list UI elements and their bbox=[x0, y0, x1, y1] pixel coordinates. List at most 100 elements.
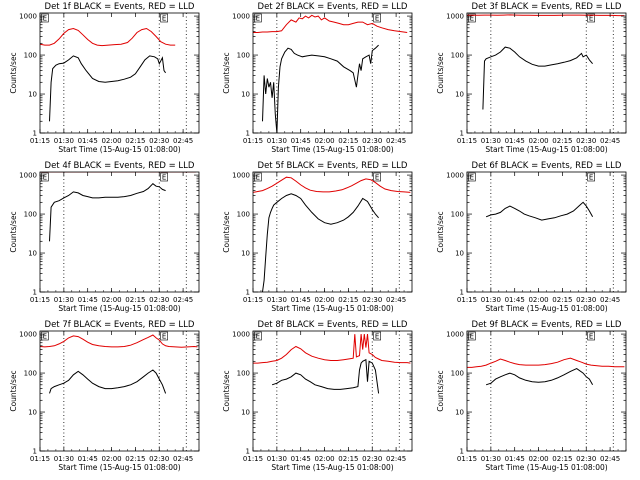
y-tick-label: 100 bbox=[24, 52, 37, 60]
x-tick-label: 02:00 bbox=[314, 455, 334, 463]
x-tick-label: 02:30 bbox=[362, 296, 382, 304]
x-tick-label: 02:45 bbox=[173, 137, 193, 145]
lld-series-line bbox=[40, 27, 176, 47]
events-series-line bbox=[485, 201, 594, 221]
event-marker-label: E bbox=[162, 15, 166, 23]
event-marker-label: E bbox=[43, 15, 47, 23]
x-tick-label: 02:15 bbox=[125, 137, 145, 145]
y-tick-label: 10 bbox=[241, 91, 250, 99]
x-tick-label: 01:15 bbox=[243, 455, 263, 463]
y-tick-label: 1 bbox=[460, 289, 464, 297]
y-tick-label: 1 bbox=[246, 289, 250, 297]
y-tick-label: 10 bbox=[455, 409, 464, 417]
x-tick-label: 02:00 bbox=[314, 296, 334, 304]
x-tick-label: 01:15 bbox=[30, 296, 50, 304]
event-marker-box bbox=[373, 172, 381, 182]
x-tick-label: 01:15 bbox=[30, 137, 50, 145]
x-tick-label: 01:45 bbox=[78, 296, 98, 304]
events-series-line bbox=[271, 358, 380, 394]
x-tick-label: 02:45 bbox=[600, 137, 620, 145]
x-tick-label: 02:00 bbox=[528, 296, 548, 304]
x-tick-label: 02:45 bbox=[386, 455, 406, 463]
detector-panel-8: Det 8f BLACK = Events, RED = LLD E E 1 10 100… bbox=[222, 320, 413, 472]
event-marker-label: E bbox=[375, 174, 379, 182]
x-tick-label: 02:15 bbox=[552, 137, 572, 145]
event-marker-label: E bbox=[256, 15, 260, 23]
x-tick-label: 01:30 bbox=[54, 455, 74, 463]
x-tick-label: 02:00 bbox=[101, 137, 121, 145]
event-marker-label: E bbox=[470, 333, 474, 341]
event-marker-label: E bbox=[43, 174, 47, 182]
y-tick-label: 1000 bbox=[19, 331, 37, 339]
panel-title: Det 6f BLACK = Events, RED = LLD bbox=[472, 161, 622, 171]
event-marker-box bbox=[373, 331, 381, 341]
y-axis-label: Counts/sec bbox=[9, 211, 18, 252]
x-tick-label: 01:30 bbox=[54, 296, 74, 304]
detector-panel-6: Det 6f BLACK = Events, RED = LLD E E 1 10 100… bbox=[436, 161, 627, 313]
y-tick-label: 10 bbox=[241, 250, 250, 258]
y-axis-label: Counts/sec bbox=[436, 370, 445, 411]
x-tick-label: 01:30 bbox=[54, 137, 74, 145]
x-tick-label: 01:15 bbox=[457, 455, 477, 463]
event-marker-box bbox=[373, 13, 381, 23]
y-tick-label: 100 bbox=[237, 211, 250, 219]
panel-title: Det 1f BLACK = Events, RED = LLD bbox=[45, 2, 195, 12]
x-axis-label: Start Time (15-Aug-15 01:08:00) bbox=[271, 145, 393, 154]
x-axis-label: Start Time (15-Aug-15 01:08:00) bbox=[485, 304, 607, 313]
panel-title: Det 9f BLACK = Events, RED = LLD bbox=[472, 320, 622, 330]
y-tick-label: 1000 bbox=[446, 172, 464, 180]
y-tick-label: 100 bbox=[451, 211, 464, 219]
lld-series-line bbox=[467, 357, 625, 368]
x-axis-label: Start Time (15-Aug-15 01:08:00) bbox=[271, 463, 393, 472]
y-tick-label: 1000 bbox=[446, 331, 464, 339]
x-tick-label: 01:45 bbox=[505, 137, 525, 145]
x-tick-label: 02:00 bbox=[528, 137, 548, 145]
panel-title: Det 3f BLACK = Events, RED = LLD bbox=[472, 2, 622, 12]
y-tick-label: 1 bbox=[460, 130, 464, 138]
panel-title: Det 7f BLACK = Events, RED = LLD bbox=[45, 320, 195, 330]
x-tick-label: 02:30 bbox=[149, 137, 169, 145]
x-tick-label: 01:45 bbox=[505, 455, 525, 463]
y-tick-label: 1000 bbox=[19, 13, 37, 21]
y-tick-label: 10 bbox=[28, 250, 37, 258]
detector-panel-7: Det 7f BLACK = Events, RED = LLD E E 1 10 100… bbox=[9, 320, 200, 472]
x-tick-label: 02:30 bbox=[149, 455, 169, 463]
y-axis-label: Counts/sec bbox=[222, 211, 231, 252]
events-series-line bbox=[482, 46, 593, 110]
event-marker-label: E bbox=[470, 174, 474, 182]
x-tick-label: 01:30 bbox=[481, 296, 501, 304]
detector-panel-2: Det 2f BLACK = Events, RED = LLD E E 1 10 100… bbox=[222, 2, 413, 154]
y-tick-label: 100 bbox=[237, 52, 250, 60]
y-tick-label: 10 bbox=[241, 409, 250, 417]
x-tick-label: 01:30 bbox=[267, 137, 287, 145]
x-tick-label: 02:15 bbox=[338, 296, 358, 304]
detector-panel-5: Det 5f BLACK = Events, RED = LLD E E 1 10 100… bbox=[222, 161, 413, 313]
y-tick-label: 100 bbox=[237, 370, 250, 378]
events-series-line bbox=[49, 369, 167, 394]
x-tick-label: 01:15 bbox=[457, 296, 477, 304]
x-tick-label: 01:15 bbox=[243, 137, 263, 145]
y-tick-label: 1000 bbox=[19, 172, 37, 180]
lld-series-line bbox=[253, 14, 408, 33]
x-tick-label: 02:30 bbox=[362, 137, 382, 145]
panel-title: Det 2f BLACK = Events, RED = LLD bbox=[258, 2, 408, 12]
x-tick-label: 02:15 bbox=[552, 296, 572, 304]
y-tick-label: 1 bbox=[460, 448, 464, 456]
x-tick-label: 01:15 bbox=[243, 296, 263, 304]
x-tick-label: 01:45 bbox=[291, 455, 311, 463]
x-tick-label: 02:45 bbox=[173, 296, 193, 304]
event-marker-label: E bbox=[589, 333, 593, 341]
x-tick-label: 02:15 bbox=[338, 137, 358, 145]
lld-series-line bbox=[40, 334, 198, 348]
x-axis-label: Start Time (15-Aug-15 01:08:00) bbox=[58, 463, 180, 472]
x-tick-label: 02:30 bbox=[576, 455, 596, 463]
event-marker-box bbox=[587, 331, 595, 341]
x-tick-label: 01:45 bbox=[291, 137, 311, 145]
x-tick-label: 01:15 bbox=[30, 455, 50, 463]
x-tick-label: 02:45 bbox=[173, 455, 193, 463]
event-marker-label: E bbox=[162, 174, 166, 182]
event-marker-label: E bbox=[162, 333, 166, 341]
x-axis-label: Start Time (15-Aug-15 01:08:00) bbox=[485, 145, 607, 154]
y-tick-label: 100 bbox=[451, 52, 464, 60]
x-tick-label: 02:00 bbox=[101, 455, 121, 463]
